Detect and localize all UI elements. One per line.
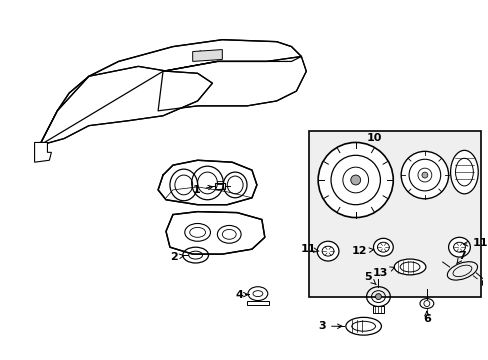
Ellipse shape <box>373 238 392 256</box>
Ellipse shape <box>317 241 338 261</box>
Text: 11: 11 <box>300 244 318 254</box>
Polygon shape <box>40 66 212 145</box>
Polygon shape <box>35 143 51 162</box>
Text: 7: 7 <box>456 251 466 264</box>
Text: 1: 1 <box>192 185 212 195</box>
Ellipse shape <box>318 143 392 217</box>
Ellipse shape <box>400 151 447 199</box>
Ellipse shape <box>449 150 477 194</box>
Text: 8: 8 <box>0 359 1 360</box>
Ellipse shape <box>421 172 427 178</box>
Text: 4: 4 <box>235 290 248 300</box>
Bar <box>215 183 225 189</box>
Bar <box>308 131 480 297</box>
Polygon shape <box>192 50 222 62</box>
Text: 2: 2 <box>170 252 183 262</box>
Ellipse shape <box>375 294 381 300</box>
Text: 6: 6 <box>422 311 430 324</box>
Ellipse shape <box>447 237 469 257</box>
Text: 12: 12 <box>351 246 373 256</box>
Text: 11: 11 <box>463 238 487 248</box>
Text: 13: 13 <box>372 267 394 278</box>
Polygon shape <box>158 57 305 111</box>
Ellipse shape <box>393 259 425 275</box>
Polygon shape <box>40 40 301 145</box>
Ellipse shape <box>350 175 360 185</box>
Text: 3: 3 <box>318 321 341 331</box>
Text: 10: 10 <box>366 134 382 144</box>
Text: 9: 9 <box>0 359 1 360</box>
Bar <box>217 181 223 184</box>
Bar <box>246 301 268 305</box>
Text: 5: 5 <box>363 272 375 285</box>
Bar <box>372 306 384 314</box>
Polygon shape <box>165 212 264 254</box>
Polygon shape <box>158 160 256 205</box>
